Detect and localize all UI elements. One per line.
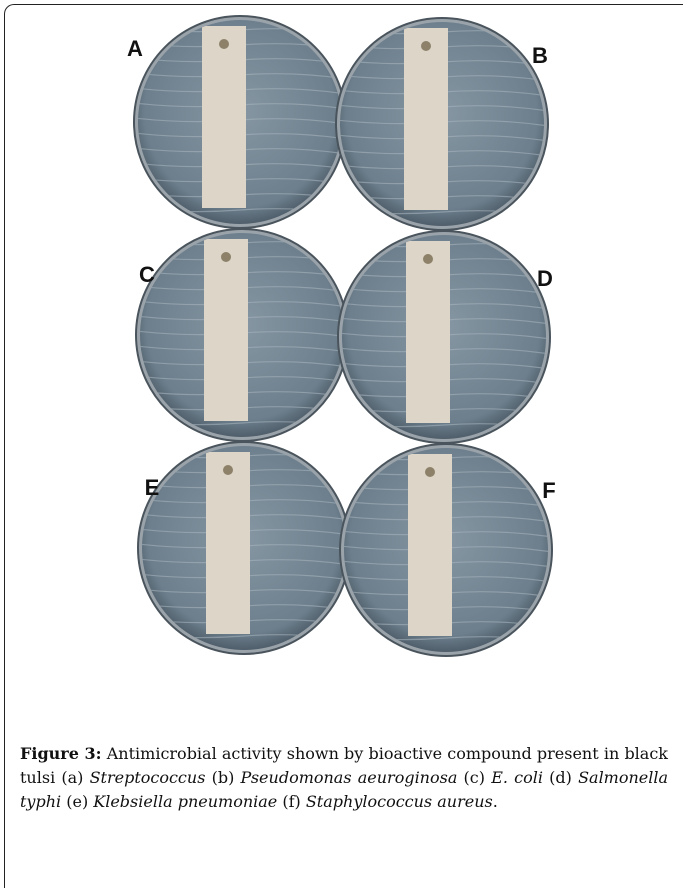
plate-label: C: [139, 262, 155, 287]
spot: [421, 41, 431, 51]
petri-dish: [138, 442, 350, 655]
caption-text: (f): [277, 792, 306, 811]
petri-dish: [134, 16, 346, 229]
tlc-strip: [202, 26, 246, 208]
caption-text: (b): [205, 768, 240, 787]
tlc-strip: [204, 239, 248, 421]
species-name: Pseudomonas aeuroginosa: [241, 768, 458, 787]
species-name: Streptococcus: [90, 768, 206, 787]
spot: [425, 467, 435, 477]
species-name: Staphylococcus aureus: [306, 792, 493, 811]
spot: [423, 254, 433, 264]
plate-label: D: [537, 266, 553, 291]
spot: [221, 252, 231, 262]
figure-caption: Figure 3: Antimicrobial activity shown b…: [20, 742, 668, 814]
species-name: E. coli: [491, 768, 543, 787]
tlc-strip: [408, 454, 452, 636]
petri-dish: [336, 18, 548, 231]
figure-image: A B C D E F: [0, 0, 683, 720]
tlc-strip: [406, 241, 450, 423]
petri-dish: [340, 444, 552, 657]
caption-text: .: [493, 792, 498, 811]
caption-label: Figure 3:: [20, 744, 102, 763]
caption-text: (d): [543, 768, 578, 787]
species-name: Klebsiella pneumoniae: [93, 792, 277, 811]
spot: [219, 39, 229, 49]
caption-text: (e): [61, 792, 93, 811]
plate-label: A: [127, 36, 143, 61]
plate-label: B: [532, 43, 548, 68]
petri-dish: [338, 231, 550, 444]
plate-label: F: [542, 478, 555, 503]
page: A B C D E F Figure 3: Antimicrobial activity …: [0, 0, 683, 884]
spot: [223, 465, 233, 475]
tlc-strip: [404, 28, 448, 210]
plate-label: E: [145, 475, 160, 500]
petri-dish: [136, 229, 348, 442]
tlc-strip: [206, 452, 250, 634]
caption-text: (c): [457, 768, 491, 787]
